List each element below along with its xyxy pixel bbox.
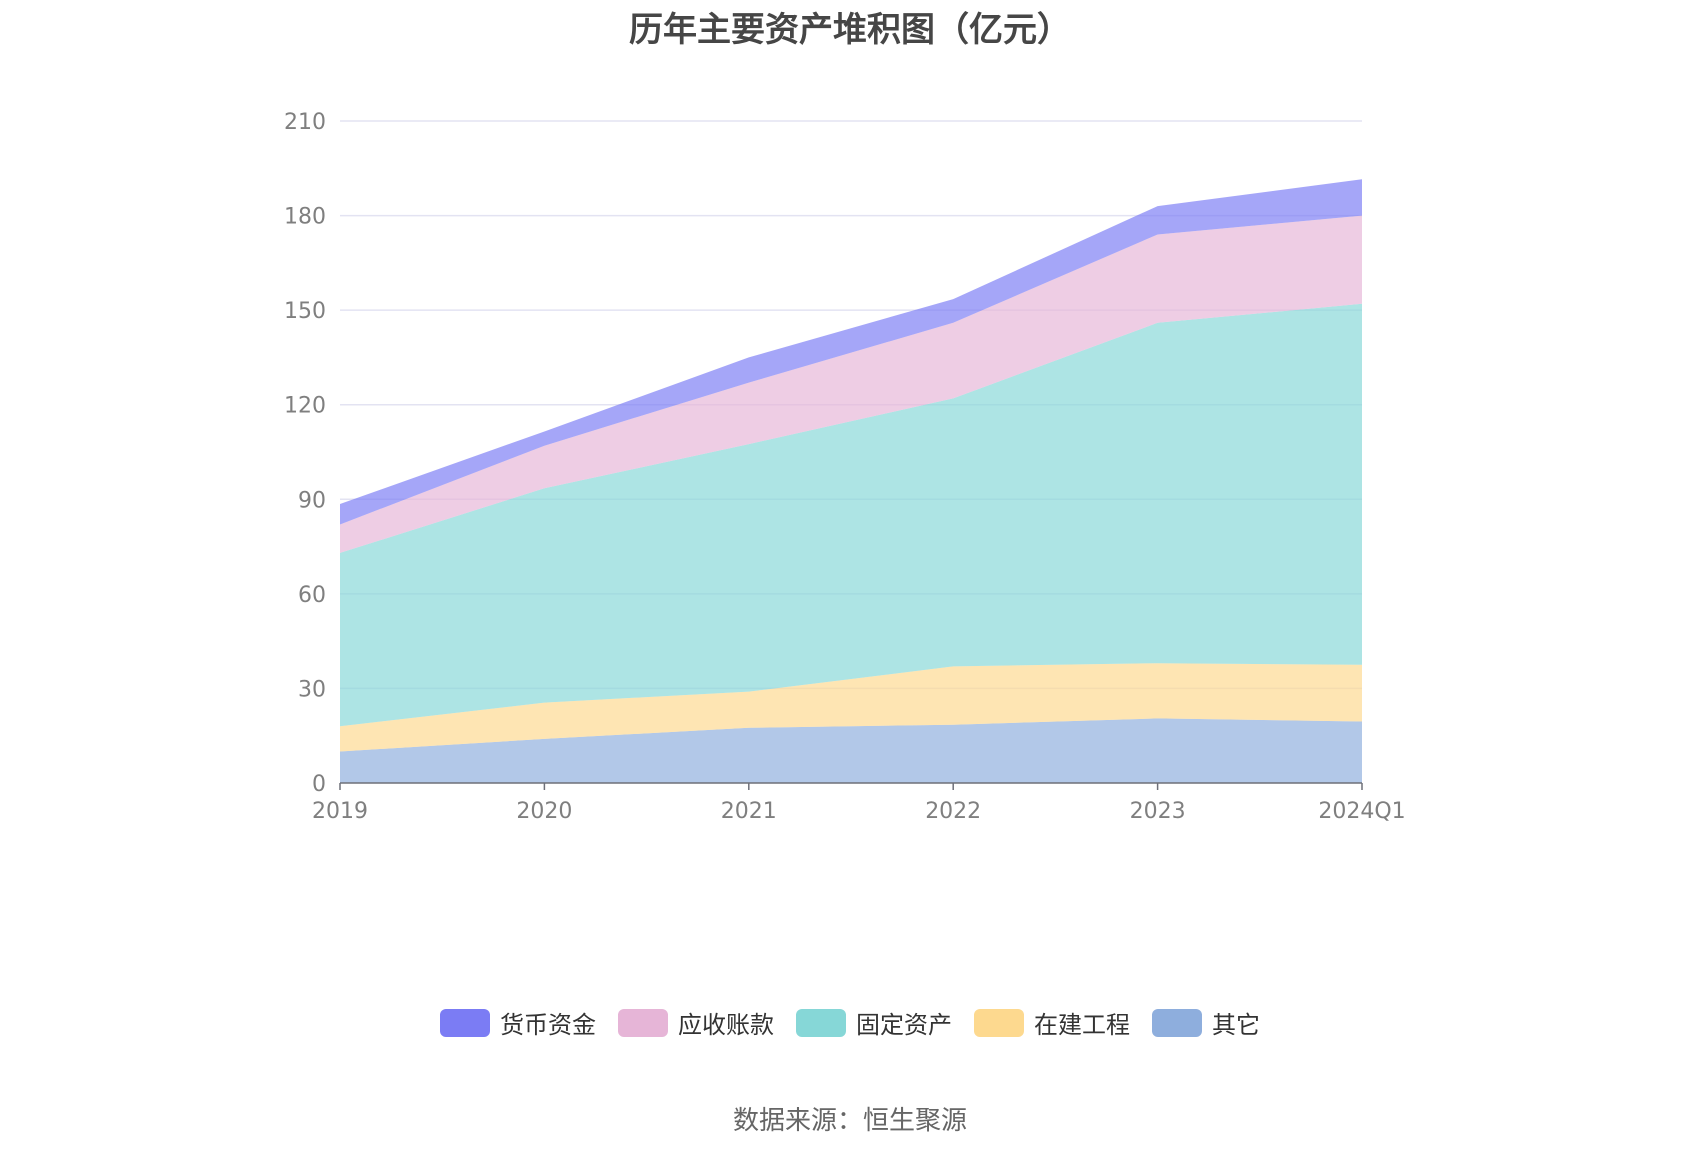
y-tick-label: 60 (298, 583, 326, 608)
area-series (340, 179, 1362, 783)
axes: 0 30 60 90 120 150 180 210 2019 2020 2021 2022 2023 2… (284, 110, 1406, 824)
legend-label: 货币资金 (500, 1011, 596, 1039)
legend-item[interactable]: 固定资产 (796, 1005, 952, 1040)
legend-label: 应收账款 (678, 1011, 774, 1039)
legend-item[interactable]: 应收账款 (618, 1005, 774, 1040)
x-tick-label: 2020 (516, 799, 572, 824)
data-source-note: 数据来源：恒生聚源 (732, 1106, 967, 1136)
legend-label: 其它 (1212, 1011, 1260, 1039)
x-tick-label: 2024Q1 (1318, 799, 1405, 824)
legend-swatch (796, 1008, 846, 1037)
chart-legend: 货币资金 应收账款 固定资产 在建工程 其它 (0, 1005, 1700, 1040)
chart-title: 历年主要资产堆积图（亿元） (629, 10, 1071, 50)
y-tick-label: 150 (284, 299, 326, 324)
y-tick-label: 180 (284, 205, 326, 230)
legend-item[interactable]: 其它 (1152, 1005, 1260, 1040)
legend-item[interactable]: 在建工程 (974, 1005, 1130, 1040)
x-tick-label: 2021 (721, 799, 777, 824)
y-tick-label: 120 (284, 394, 326, 419)
legend-item[interactable]: 货币资金 (440, 1005, 596, 1040)
legend-swatch (974, 1008, 1024, 1037)
y-tick-label: 90 (298, 488, 326, 513)
x-tick-label: 2019 (312, 799, 368, 824)
area-固定资产 (340, 303, 1362, 727)
area-其它 (340, 718, 1362, 783)
legend-swatch (440, 1008, 490, 1037)
area-应收账款 (340, 215, 1362, 553)
legend-swatch (1152, 1008, 1202, 1037)
y-tick-label: 210 (284, 110, 326, 135)
legend-label: 在建工程 (1034, 1011, 1130, 1039)
x-tick-label: 2022 (925, 799, 981, 824)
area-在建工程 (340, 663, 1362, 752)
legend-swatch (618, 1008, 668, 1037)
area-货币资金 (340, 179, 1362, 525)
y-tick-label: 0 (312, 772, 326, 797)
y-tick-label: 30 (298, 677, 326, 702)
x-tick-label: 2023 (1130, 799, 1186, 824)
legend-label: 固定资产 (856, 1011, 952, 1039)
